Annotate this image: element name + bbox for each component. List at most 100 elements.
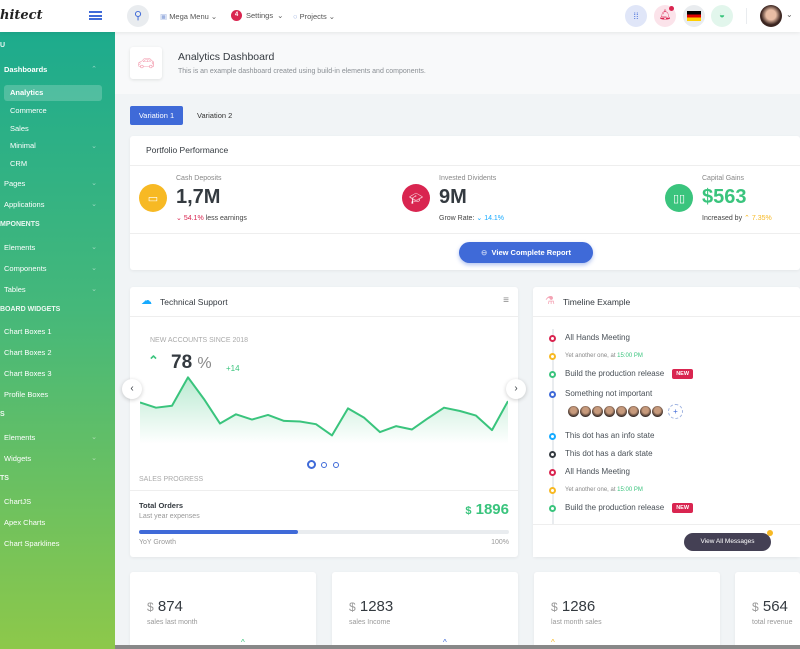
timeline-item: All Hands Meeting xyxy=(565,467,630,476)
carousel-next-button[interactable]: › xyxy=(506,379,526,399)
laptop-icon: ▭ xyxy=(139,184,167,212)
timeline-title: Timeline Example xyxy=(563,297,631,307)
sidebar-item[interactable]: Components xyxy=(4,264,115,273)
add-avatar-button[interactable]: + xyxy=(668,404,683,419)
accounts-value: 78 % xyxy=(171,352,212,374)
tab-variation-2[interactable]: Variation 2 xyxy=(197,111,233,120)
carousel-dot[interactable] xyxy=(321,462,327,468)
carousel-dot-active[interactable] xyxy=(307,460,316,469)
notification-dot xyxy=(669,6,674,11)
report-icon: ⊖ xyxy=(481,248,488,257)
sidebar-subitem[interactable]: Minimal xyxy=(4,138,102,154)
sidebar-item[interactable]: Dashboards xyxy=(4,65,115,74)
sidebar-subitem[interactable]: CRM xyxy=(4,156,102,172)
sidebar-item-label: Chart Sparklines xyxy=(4,539,60,548)
search-button[interactable]: ⚲ xyxy=(127,5,149,27)
sidebar-subitem[interactable]: Analytics xyxy=(4,85,102,101)
settings-menu[interactable]: 4 Settings ⌄ xyxy=(231,10,283,21)
sidebar-item[interactable]: Chart Boxes 1 xyxy=(4,327,115,336)
stat-note: less earnings xyxy=(205,215,247,222)
orders-subtitle: Last year expenses xyxy=(139,513,200,520)
top-header: hitect ⚲ ▣ Mega Menu ⌄ 4 Settings ⌄ ○ Proj… xyxy=(0,0,800,32)
stat-footer: ⌄ 54.1% less earnings xyxy=(176,214,247,222)
avatar[interactable] xyxy=(651,405,664,418)
tab-variation-1[interactable]: Variation 1 xyxy=(130,106,183,125)
chevron-down-icon: ⌄ xyxy=(91,244,97,251)
sidebar-item[interactable]: ChartJS xyxy=(4,497,115,506)
sidebar-item[interactable]: Apex Charts xyxy=(4,518,115,527)
timeline-item: This dot has a dark state xyxy=(565,449,653,458)
new-badge: NEW xyxy=(672,368,694,379)
hamburger-menu-icon[interactable] xyxy=(89,11,102,20)
bell-icon: 🔔︎ xyxy=(658,10,672,21)
divider xyxy=(130,316,518,317)
sidebar-item[interactable]: Pages xyxy=(4,179,115,188)
value-number: 78 xyxy=(171,352,193,373)
sidebar-item-label: Chart Boxes 1 xyxy=(4,327,52,336)
sidebar-subitem-label: Analytics xyxy=(10,88,44,97)
divider xyxy=(130,490,518,491)
timeline-item: Something not important xyxy=(565,389,652,398)
activity-button[interactable]: ◒ xyxy=(711,5,733,27)
projects-menu[interactable]: ○ Projects ⌄ xyxy=(293,12,336,21)
sales-progress-caption: SALES PROGRESS xyxy=(139,476,204,483)
sidebar-item[interactable]: Profile Boxes xyxy=(4,390,115,399)
chevron-down-icon: ⌄ xyxy=(91,265,97,272)
sidebar-item-label: Apex Charts xyxy=(4,518,46,527)
orders-progress-bar xyxy=(139,530,509,534)
chevron-down-icon: ⌄ xyxy=(91,201,97,208)
timeline-dot xyxy=(549,335,556,342)
germany-flag-icon xyxy=(687,11,701,21)
chevron-down-icon: ⌄ xyxy=(91,455,97,462)
sidebar-subitem[interactable]: Commerce xyxy=(4,103,102,119)
carousel-dot[interactable] xyxy=(333,462,339,468)
sidebar-subitem[interactable]: Sales xyxy=(4,121,102,137)
mega-menu[interactable]: ▣ Mega Menu ⌄ xyxy=(160,12,218,21)
growth-percent: 100% xyxy=(491,539,509,546)
carousel-prev-button[interactable]: ‹ xyxy=(122,379,142,399)
mini-stat-value: $ 564 xyxy=(752,598,788,615)
orders-currency: $ xyxy=(465,505,472,517)
page-subtitle: This is an example dashboard created usi… xyxy=(178,68,426,75)
stat-value: 9M xyxy=(439,186,467,208)
arrow-down-icon: ⌄ xyxy=(176,215,182,222)
stat-prefix: Grow Rate: xyxy=(439,215,475,222)
sidebar-item[interactable]: Applications xyxy=(4,200,115,209)
logo[interactable]: hitect xyxy=(0,8,43,23)
sidebar-item[interactable]: Chart Boxes 2 xyxy=(4,348,115,357)
menu-icon[interactable]: ≡ xyxy=(503,295,509,306)
support-title: Technical Support xyxy=(160,297,228,307)
view-all-messages-button[interactable]: View All Messages xyxy=(684,530,773,551)
sidebar-item[interactable]: Elements xyxy=(4,433,115,442)
timeline-dot xyxy=(549,391,556,398)
mini-value: 1283 xyxy=(359,598,394,615)
sidebar-subitem-label: CRM xyxy=(10,159,28,168)
timeline-line xyxy=(552,329,554,524)
graduation-cap-icon: 🎓︎ xyxy=(402,184,430,212)
bottom-edge xyxy=(0,645,800,649)
mini-stat-label: sales last month xyxy=(147,619,198,626)
sidebar-item[interactable]: Widgets xyxy=(4,454,115,463)
timeline-text: All Hands Meeting xyxy=(565,467,630,476)
sidebar-item[interactable]: Chart Sparklines xyxy=(4,539,115,548)
accounts-caption: NEW ACCOUNTS SINCE 2018 xyxy=(150,337,249,344)
timeline-item: Build the production release NEW xyxy=(565,368,694,379)
chevron-down-icon[interactable]: ⌄ xyxy=(786,10,793,19)
mega-menu-label: Mega Menu xyxy=(169,12,209,21)
timeline-time: 15:00 PM xyxy=(617,353,643,359)
user-avatar[interactable] xyxy=(760,5,782,27)
timeline-dot xyxy=(549,371,556,378)
mini-sparkline-peak: ^ xyxy=(443,638,447,647)
orders-value: $ 1896 xyxy=(465,501,509,518)
mini-stat-card: $ 874 sales last month ^ xyxy=(130,572,316,649)
language-button[interactable] xyxy=(683,5,705,27)
sidebar-item[interactable]: Tables xyxy=(4,285,115,294)
sidebar-item[interactable]: Elements xyxy=(4,243,115,252)
stat-change: 14.1% xyxy=(484,215,505,222)
notifications-button[interactable]: 🔔︎ xyxy=(654,5,676,27)
sidebar-item-label: Chart Boxes 3 xyxy=(4,369,52,378)
sidebar-item[interactable]: Chart Boxes 3 xyxy=(4,369,115,378)
view-report-button[interactable]: ⊖ View Complete Report xyxy=(459,242,593,263)
search-icon: ⚲ xyxy=(133,10,143,22)
grid-apps-button[interactable]: ⁞⁞ xyxy=(625,5,647,27)
